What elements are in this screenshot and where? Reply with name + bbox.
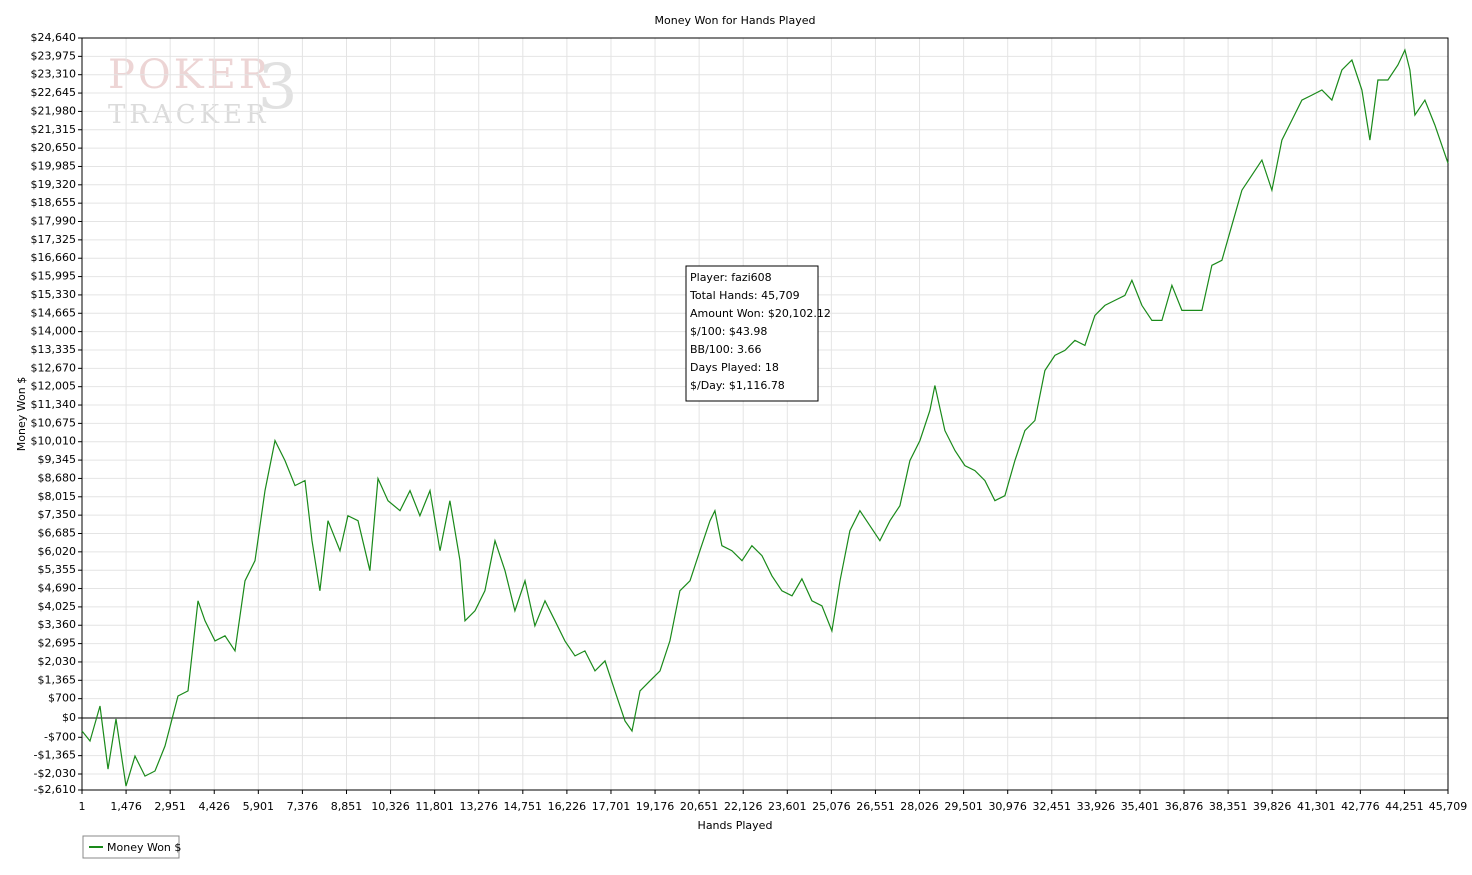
legend: Money Won $: [82, 835, 181, 859]
y-tick-label: $0: [62, 711, 76, 724]
x-tick-label: 29,501: [944, 800, 983, 813]
x-tick-label: 5,901: [243, 800, 275, 813]
y-tick-label: $24,640: [31, 31, 77, 44]
y-tick-label: -$700: [44, 730, 76, 743]
y-tick-label: $23,975: [31, 49, 77, 62]
y-tick-label: $13,335: [31, 343, 77, 356]
y-tick-label: $5,355: [38, 563, 77, 576]
y-tick-label: $9,345: [38, 453, 77, 466]
x-tick-label: 42,776: [1341, 800, 1380, 813]
y-tick-label: $18,655: [31, 196, 77, 209]
legend-box: [82, 835, 180, 859]
x-tick-label: 39,826: [1253, 800, 1292, 813]
x-tick-label: 17,701: [592, 800, 631, 813]
y-tick-label: $8,680: [38, 471, 77, 484]
x-tick-label: 45,709: [1429, 800, 1468, 813]
x-tick-label: 16,226: [548, 800, 587, 813]
y-tick-label: $6,020: [38, 545, 77, 558]
x-tick-label: 32,451: [1033, 800, 1072, 813]
legend-label: Money Won $: [107, 841, 181, 854]
y-tick-label: $2,695: [38, 637, 77, 650]
y-tick-label: $17,325: [31, 233, 77, 246]
x-tick-label: 4,426: [198, 800, 230, 813]
y-tick-label: $12,670: [31, 361, 77, 374]
y-tick-label: $15,995: [31, 270, 77, 283]
watermark-bottom: TRACKER: [108, 100, 270, 130]
y-tick-label: -$2,030: [34, 767, 76, 780]
y-tick-label: $16,660: [31, 251, 77, 264]
y-tick-label: $8,015: [38, 490, 77, 503]
data-line: [81, 48, 1449, 787]
x-tick-label: 20,651: [680, 800, 719, 813]
tooltip-line: $/100: $43.98: [690, 325, 767, 338]
y-tick-label: $6,685: [38, 526, 77, 539]
tooltip-box: [685, 265, 819, 402]
x-tick-label: 13,276: [459, 800, 498, 813]
y-tick-label: $4,690: [38, 582, 77, 595]
x-tick-label: 11,801: [415, 800, 454, 813]
tooltip: Player: fazi608 Total Hands: 45,709 Amount…: [685, 265, 831, 402]
x-tick-label: 44,251: [1385, 800, 1424, 813]
y-tick-label: $19,985: [31, 159, 77, 172]
x-axis-label: Hands Played: [698, 819, 773, 832]
y-tick-label: $20,650: [31, 141, 77, 154]
y-tick-label: $19,320: [31, 178, 77, 191]
y-tick-label: $10,675: [31, 416, 77, 429]
tooltip-line: Player: fazi608: [690, 271, 772, 284]
y-tick-label: -$1,365: [34, 749, 76, 762]
x-tick-label: 23,601: [768, 800, 807, 813]
x-tick-label: 35,401: [1121, 800, 1160, 813]
y-tick-label: $21,315: [31, 123, 77, 136]
x-tick-label: 8,851: [331, 800, 363, 813]
y-tick-label: $10,010: [31, 435, 77, 448]
y-tick-label: $23,310: [31, 68, 77, 81]
y-tick-label: $2,030: [38, 655, 77, 668]
y-tick-label: $700: [48, 692, 76, 705]
y-tick-label: $22,645: [31, 86, 77, 99]
y-tick-label: $12,005: [31, 380, 77, 393]
y-tick-label: $4,025: [38, 600, 77, 613]
x-tick-label: 22,126: [724, 800, 763, 813]
plot-frame: [81, 37, 1449, 791]
x-tick-label: 41,301: [1297, 800, 1336, 813]
y-tick-label: $7,350: [38, 508, 77, 521]
x-tick-label: 10,326: [371, 800, 410, 813]
tooltip-line: Total Hands: 45,709: [689, 289, 800, 302]
watermark: POKER TRACKER 3: [108, 50, 297, 130]
x-tick-label: 26,551: [856, 800, 895, 813]
x-tick-label: 36,876: [1165, 800, 1204, 813]
x-tick-label: 1,476: [110, 800, 142, 813]
y-tick-label: $15,330: [31, 288, 77, 301]
x-tick-label: 38,351: [1209, 800, 1248, 813]
y-tick-label: $1,365: [38, 673, 77, 686]
y-tick-label: $14,665: [31, 306, 77, 319]
x-tick-label: 30,976: [988, 800, 1027, 813]
x-tick-label: 33,926: [1077, 800, 1116, 813]
x-tick-label: 19,176: [636, 800, 675, 813]
y-tick-label: $11,340: [31, 398, 77, 411]
y-tick-label: $17,990: [31, 215, 77, 228]
tooltip-line: Amount Won: $20,102.12: [690, 307, 831, 320]
x-tick-label: 2,951: [154, 800, 186, 813]
chart-title: Money Won for Hands Played: [655, 14, 816, 27]
watermark-mark: 3: [258, 50, 297, 123]
y-tick-label: -$2,610: [34, 783, 76, 796]
x-tick-label: 1: [79, 800, 86, 813]
x-tick-label: 14,751: [504, 800, 543, 813]
y-tick-label: $14,000: [31, 325, 77, 338]
tooltip-line: $/Day: $1,116.78: [690, 379, 785, 392]
x-tick-label: 28,026: [900, 800, 939, 813]
tooltip-line: BB/100: 3.66: [690, 343, 762, 356]
y-axis-label: Money Won $: [15, 377, 28, 451]
y-tick-label: $21,980: [31, 104, 77, 117]
x-tick-label: 7,376: [287, 800, 319, 813]
x-tick-label: 25,076: [812, 800, 851, 813]
tooltip-line: Days Played: 18: [690, 361, 779, 374]
grid: [81, 37, 1449, 791]
y-tick-label: $3,360: [38, 618, 77, 631]
